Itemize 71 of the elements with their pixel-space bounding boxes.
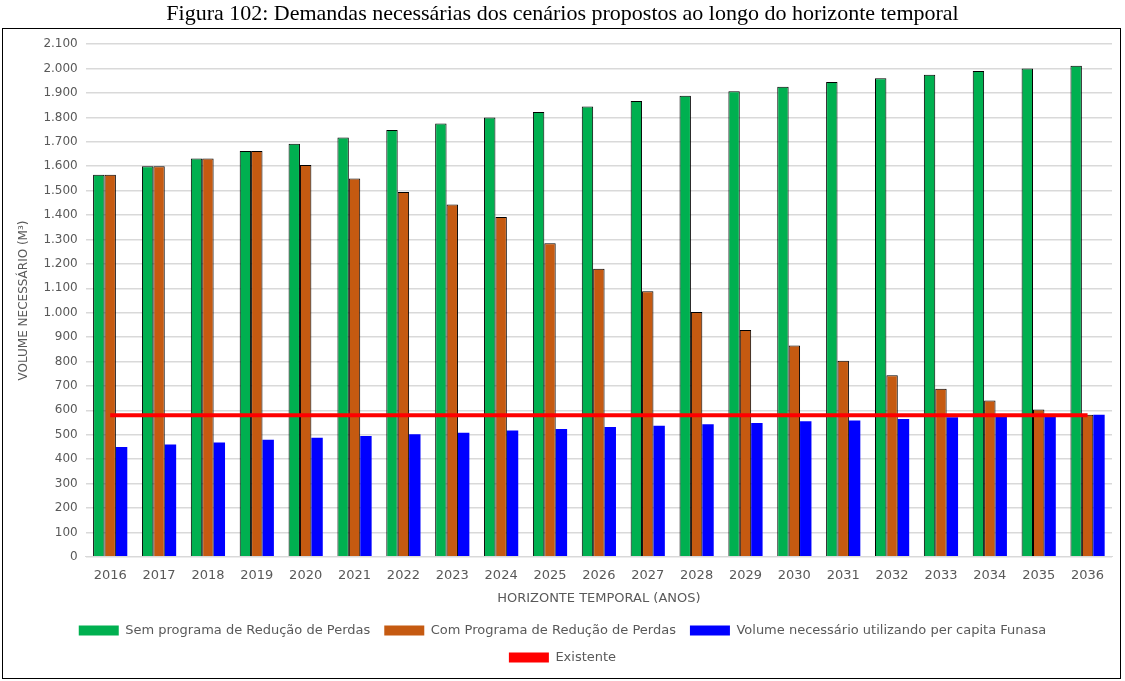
y-tick-label: 1.600: [43, 158, 78, 173]
x-tick-label: 2019: [240, 566, 274, 582]
y-tick-label: 2.000: [43, 60, 78, 75]
bar: [653, 425, 665, 557]
x-tick-label: 2020: [289, 566, 323, 582]
y-tick-label: 200: [54, 500, 78, 515]
bar: [115, 446, 128, 557]
x-tick-label: 2033: [924, 566, 958, 582]
legend-label: Volume necessário utilizando per capita Funasa: [736, 621, 1047, 637]
x-tick-label: 2034: [973, 566, 1007, 582]
bar: [164, 444, 177, 557]
y-tick-label: 1.200: [43, 256, 78, 271]
y-tick-label: 1.900: [43, 85, 78, 100]
x-tick-label: 2021: [337, 566, 372, 582]
x-tick-label: 2016: [93, 566, 127, 582]
y-tick-label: 1.000: [43, 304, 78, 319]
bar: [1093, 414, 1105, 557]
y-tick-label: 1.400: [43, 207, 78, 222]
y-tick-label: 0: [70, 548, 78, 563]
bar: [946, 417, 959, 557]
bar: [702, 424, 714, 557]
y-tick-label: 300: [54, 475, 78, 490]
y-tick-label: 2.100: [43, 36, 78, 51]
bar: [848, 420, 861, 557]
x-tick-label: 2032: [875, 566, 909, 582]
legend-label: Existente: [555, 648, 617, 664]
bar: [995, 416, 1007, 557]
y-tick-label: 1.300: [43, 231, 78, 246]
x-axis-title: HORIZONTE TEMPORAL (ANOS): [497, 589, 701, 605]
x-tick-label: 2027: [631, 566, 665, 582]
x-tick-label: 2024: [484, 566, 518, 582]
x-tick-label: 2030: [777, 566, 811, 582]
y-tick-label: 900: [54, 329, 78, 344]
bar: [262, 439, 274, 557]
bar: [751, 423, 763, 557]
bar: [360, 435, 372, 557]
x-tick-label: 2029: [728, 566, 763, 582]
bar: [604, 426, 616, 557]
x-tick-label: 2025: [533, 566, 567, 582]
y-tick-label: 1.800: [43, 109, 78, 124]
y-tick-label: 600: [54, 402, 78, 417]
y-tick-label: 400: [54, 451, 78, 466]
y-tick-label: 1.500: [43, 182, 78, 197]
chart-title: Figura 102: Demandas necessárias dos cenários propostos ao longo do horizonte temporal: [165, 0, 960, 26]
y-tick-label: 1.700: [43, 133, 78, 148]
legend-label: Com Programa de Redução de Perdas: [430, 621, 677, 637]
x-tick-label: 2026: [582, 566, 616, 582]
x-tick-label: 2018: [191, 566, 225, 582]
x-tick-label: 2017: [142, 566, 176, 582]
y-tick-label: 700: [54, 378, 78, 393]
x-tick-label: 2036: [1071, 566, 1105, 582]
y-axis-title: VOLUME NECESSÁRIO (M³): [15, 220, 31, 381]
y-tick-label: 500: [54, 426, 78, 441]
bar: [897, 418, 910, 557]
bar: [457, 432, 470, 557]
bar: [311, 437, 323, 557]
x-tick-label: 2022: [386, 566, 420, 582]
y-tick-label: 100: [54, 524, 78, 539]
bar: [800, 421, 812, 557]
bar: [555, 428, 568, 557]
x-tick-label: 2035: [1022, 566, 1056, 582]
bar: [213, 442, 226, 557]
legend-label: Sem programa de Redução de Perdas: [125, 621, 371, 637]
x-tick-label: 2031: [826, 566, 860, 582]
y-tick-label: 1.100: [43, 280, 78, 295]
x-tick-label: 2028: [680, 566, 714, 582]
bar: [409, 434, 421, 557]
bar: [1044, 415, 1056, 557]
bar: [506, 430, 519, 557]
x-tick-label: 2023: [435, 566, 469, 582]
y-tick-label: 800: [54, 353, 78, 368]
